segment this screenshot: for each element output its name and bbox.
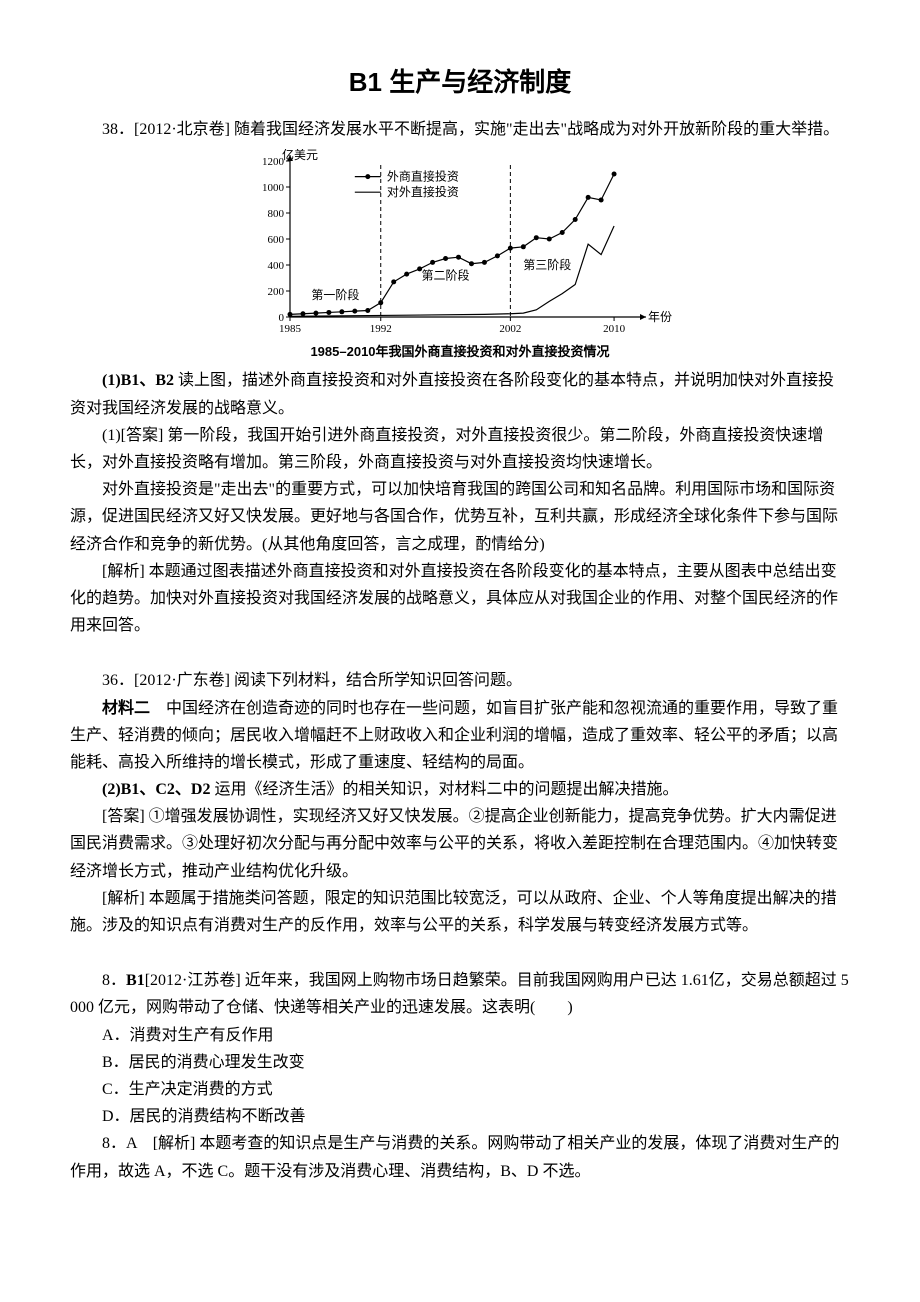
q36-analysis: [解析] 本题属于措施类问答题，限定的知识范围比较宽泛，可以从政府、企业、个人等… bbox=[70, 885, 850, 939]
q8-stem: 8．B1[2012·江苏卷] 近年来，我国网上购物市场日趋繁荣。目前我国网购用户… bbox=[70, 967, 850, 1021]
svg-text:2010: 2010 bbox=[603, 323, 626, 335]
q8-analysis: 8．A [解析] 本题考查的知识点是生产与消费的关系。网购带动了相关产业的发展，… bbox=[70, 1130, 850, 1184]
q8-label: B1 bbox=[126, 972, 145, 989]
q36-material-text: 中国经济在创造奇迹的同时也存在一些问题，如盲目扩张产能和忽视流通的重要作用，导致… bbox=[70, 700, 838, 771]
gap-1 bbox=[70, 639, 850, 667]
gap-2 bbox=[70, 939, 850, 967]
svg-text:600: 600 bbox=[268, 234, 285, 246]
svg-text:对外直接投资: 对外直接投资 bbox=[387, 185, 459, 200]
q36-intro: 36．[2012·广东卷] 阅读下列材料，结合所学知识回答问题。 bbox=[70, 667, 850, 694]
q8-option-a: A．消费对生产有反作用 bbox=[70, 1022, 850, 1049]
q36-sub2: (2)B1、C2、D2 运用《经济生活》的相关知识，对材料二中的问题提出解决措施… bbox=[70, 776, 850, 803]
q8-source: [2012·江苏卷] bbox=[145, 972, 245, 989]
chart-caption: 1985–2010年我国外商直接投资和对外直接投资情况 bbox=[310, 341, 609, 363]
q36-answer-label: [答案] bbox=[102, 808, 149, 825]
q38-sub1-label: (1)B1、B2 bbox=[102, 372, 178, 389]
q38-sub1: (1)B1、B2 读上图，描述外商直接投资和对外直接投资在各阶段变化的基本特点，… bbox=[70, 367, 850, 421]
q38-analysis: [解析] 本题通过图表描述外商直接投资和对外直接投资在各阶段变化的基本特点，主要… bbox=[70, 558, 850, 640]
q36-material: 材料二 中国经济在创造奇迹的同时也存在一些问题，如盲目扩张产能和忽视流通的重要作… bbox=[70, 695, 850, 777]
q8-option-b: B．居民的消费心理发生改变 bbox=[70, 1049, 850, 1076]
svg-text:第三阶段: 第三阶段 bbox=[523, 257, 571, 272]
svg-text:400: 400 bbox=[268, 260, 285, 272]
chart-container: 0200400600800100012001985199220022010亿美元… bbox=[70, 149, 850, 363]
q36-number: 36．[2012·广东卷] bbox=[102, 672, 234, 689]
svg-text:第一阶段: 第一阶段 bbox=[311, 287, 359, 302]
q36-answer-text: ①增强发展协调性，实现经济又好又快发展。②提高企业创新能力，提高竞争优势。扩大内… bbox=[70, 808, 838, 879]
svg-text:800: 800 bbox=[268, 208, 285, 220]
svg-text:亿美元: 亿美元 bbox=[282, 149, 318, 162]
q8-option-c: C．生产决定消费的方式 bbox=[70, 1076, 850, 1103]
page-title: B1 生产与经济制度 bbox=[70, 60, 850, 104]
q38-answer-p1: (1)[答案] 第一阶段，我国开始引进外商直接投资，对外直接投资很少。第二阶段，… bbox=[70, 422, 850, 476]
svg-text:外商直接投资: 外商直接投资 bbox=[387, 169, 459, 184]
q38-analysis-text: 本题通过图表描述外商直接投资和对外直接投资在各阶段变化的基本特点，主要从图表中总… bbox=[70, 563, 838, 634]
q38-analysis-label: [解析] bbox=[102, 563, 149, 580]
q36-intro-text: 阅读下列材料，结合所学知识回答问题。 bbox=[234, 672, 522, 689]
q38-answer-text1: 第一阶段，我国开始引进外商直接投资，对外直接投资很少。第二阶段，外商直接投资快速… bbox=[70, 427, 823, 471]
investment-chart: 0200400600800100012001985199220022010亿美元… bbox=[240, 149, 680, 339]
q38-sub1-text: 读上图，描述外商直接投资和对外直接投资在各阶段变化的基本特点，并说明加快对外直接… bbox=[70, 372, 834, 416]
q36-sub2-label: (2)B1、C2、D2 bbox=[102, 781, 214, 798]
q36-sub2-text: 运用《经济生活》的相关知识，对材料二中的问题提出解决措施。 bbox=[214, 781, 678, 798]
svg-text:1000: 1000 bbox=[262, 182, 285, 194]
svg-text:1985: 1985 bbox=[279, 323, 302, 335]
q36-analysis-text: 本题属于措施类问答题，限定的知识范围比较宽泛，可以从政府、企业、个人等角度提出解… bbox=[70, 890, 837, 934]
q38-intro: 38．[2012·北京卷] 随着我国经济发展水平不断提高，实施"走出去"战略成为… bbox=[70, 116, 850, 143]
svg-text:2002: 2002 bbox=[499, 323, 521, 335]
svg-text:年份: 年份 bbox=[648, 310, 672, 324]
q38-intro-text: 随着我国经济发展水平不断提高，实施"走出去"战略成为对外开放新阶段的重大举措。 bbox=[234, 121, 839, 138]
q38-number: 38．[2012·北京卷] bbox=[102, 121, 234, 138]
q8-analysis-label: [解析] bbox=[153, 1135, 200, 1152]
q36-material-label: 材料二 bbox=[102, 700, 166, 717]
q8-number: 8． bbox=[102, 972, 126, 989]
q38-answer-text2: 对外直接投资是"走出去"的重要方式，可以加快培育我国的跨国公司和知名品牌。利用国… bbox=[70, 481, 838, 552]
q8-answer-number: 8．A bbox=[102, 1135, 153, 1152]
q8-option-d: D．居民的消费结构不断改善 bbox=[70, 1103, 850, 1130]
svg-text:第二阶段: 第二阶段 bbox=[422, 268, 470, 283]
svg-text:200: 200 bbox=[268, 286, 285, 298]
q38-answer-p2: 对外直接投资是"走出去"的重要方式，可以加快培育我国的跨国公司和知名品牌。利用国… bbox=[70, 476, 850, 558]
q36-answer: [答案] ①增强发展协调性，实现经济又好又快发展。②提高企业创新能力，提高竞争优… bbox=[70, 803, 850, 885]
q38-answer-label: (1)[答案] bbox=[102, 427, 167, 444]
svg-text:1992: 1992 bbox=[370, 323, 392, 335]
q36-analysis-label: [解析] bbox=[102, 890, 149, 907]
